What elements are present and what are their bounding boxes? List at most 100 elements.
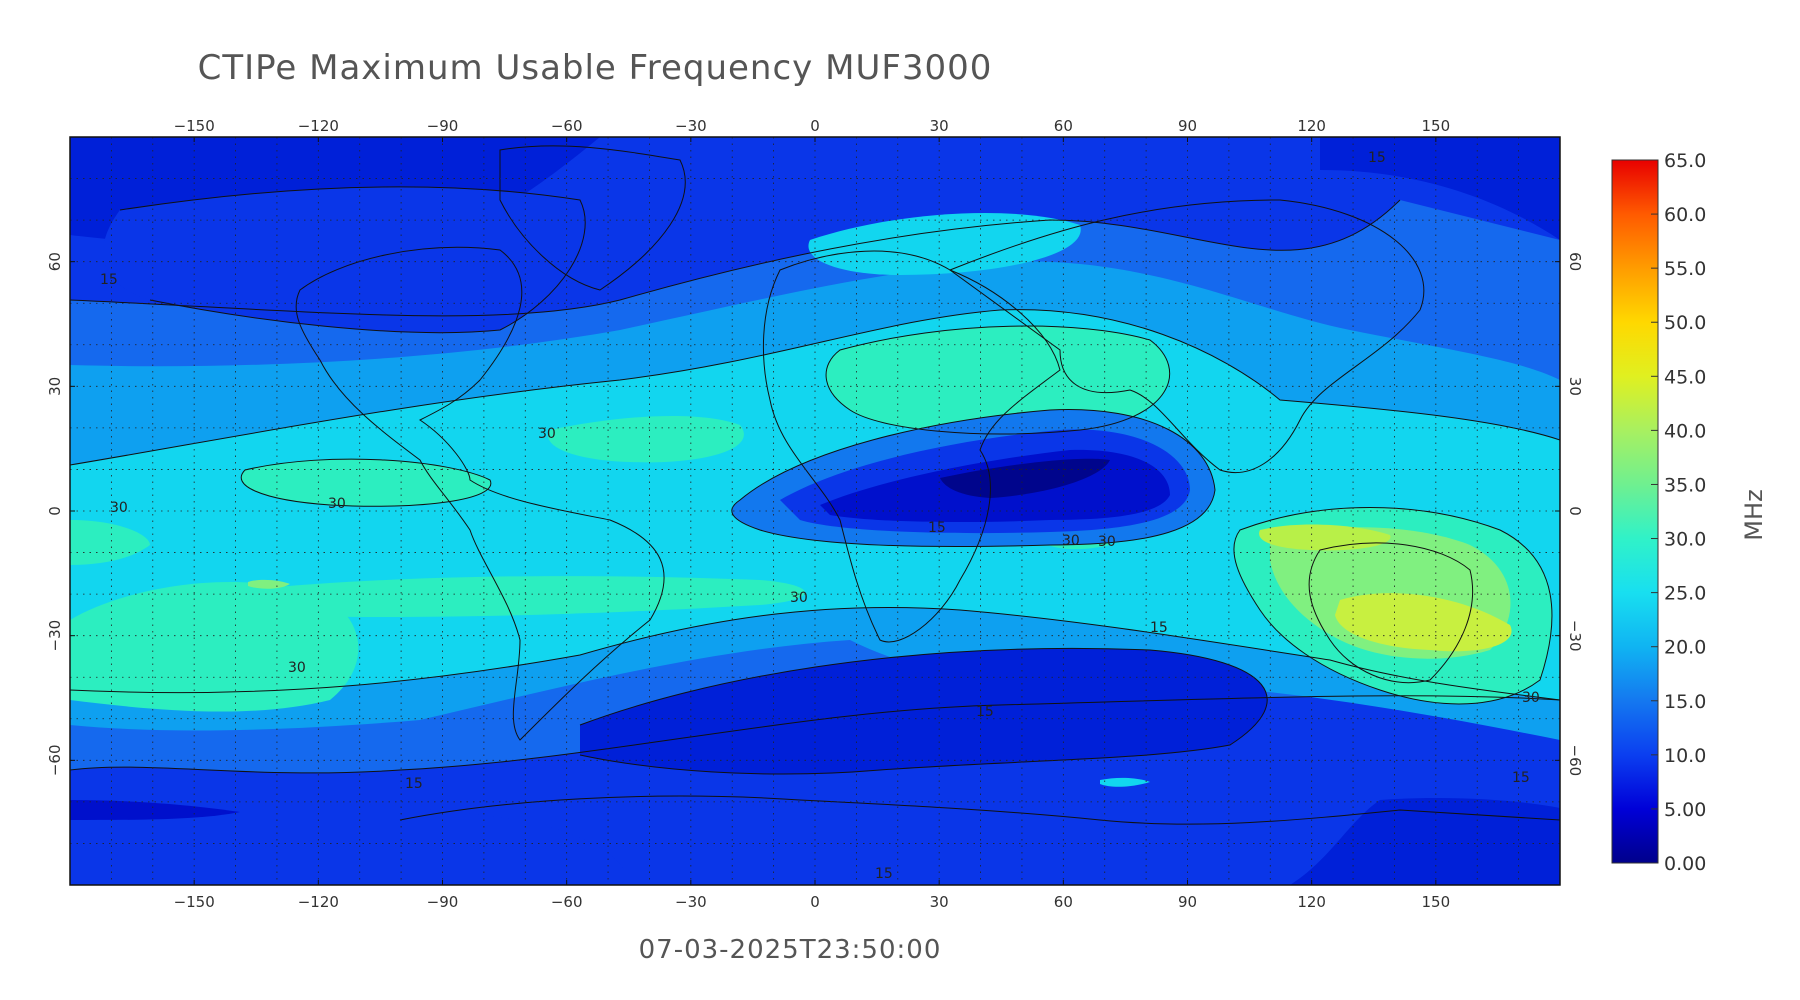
- lat-tick-label-left: 30: [46, 377, 64, 396]
- greenland-coast: [499, 145, 686, 291]
- band-40-45-aus-s: [1335, 593, 1512, 652]
- colorbar-tick-label: 35.0: [1664, 474, 1706, 496]
- contour-label: 30: [1098, 534, 1116, 550]
- contour-label: 30: [1522, 690, 1540, 706]
- colorbar-tick-label: 20.0: [1664, 637, 1706, 659]
- lon-tick-label-top: 60: [1054, 117, 1073, 135]
- colorbar-tick-label: 65.0: [1664, 150, 1706, 172]
- colorbar-tick-label: 50.0: [1664, 312, 1706, 334]
- contour-label: 15: [928, 520, 946, 536]
- contour-label: 30: [328, 496, 346, 512]
- colorbar-tick-label: 30.0: [1664, 529, 1706, 551]
- lat-tick-label-right: −60: [1566, 745, 1584, 777]
- coastline-layer: [295, 145, 1560, 825]
- lon-tick-label-top: −90: [427, 117, 459, 135]
- contour-line-layer: [70, 186, 1560, 775]
- contour-line-25s: [70, 606, 1560, 701]
- lon-tick-label-bottom: 0: [810, 893, 820, 911]
- contour-label: 15: [1150, 620, 1168, 636]
- contour-label: 30: [110, 500, 128, 516]
- colorbar-tick-label: 55.0: [1664, 258, 1706, 280]
- lon-tick-label-top: −150: [174, 117, 215, 135]
- lon-tick-label-top: −120: [298, 117, 339, 135]
- colorbar-unit-label: MHz: [1740, 489, 1768, 540]
- band-s-5-10-west: [70, 800, 240, 820]
- colorbar-tick-label: 5.00: [1664, 799, 1706, 821]
- colorbar-gradient: [1611, 159, 1659, 864]
- contour-line-ep: [240, 458, 492, 507]
- lat-tick-label-right: −30: [1566, 620, 1584, 652]
- lon-tick-label-top: 30: [930, 117, 949, 135]
- americas-coast: [295, 246, 665, 741]
- contour-label: 15: [405, 776, 423, 792]
- band-n-10-15: [103, 186, 586, 333]
- contour-line-s-low: [579, 647, 1268, 775]
- asia-coast: [948, 199, 1425, 474]
- tick-layer: −150 −150 −120 −120 −90 −90 −60 −60 −30 −30 0 0 30 30…: [46, 117, 1584, 911]
- band-s-patch: [1100, 777, 1150, 787]
- antarctica-coast: [399, 795, 1560, 825]
- lon-tick-label-bottom: −120: [298, 893, 339, 911]
- lon-tick-label-top: 90: [1178, 117, 1197, 135]
- lon-tick-label-bottom: 150: [1422, 893, 1451, 911]
- grid-layer: [70, 137, 1560, 885]
- colorbar-tick-label: 45.0: [1664, 366, 1706, 388]
- colorbar: 65.0 60.0 55.0 50.0 45.0 40.0 35.0 30.0 25.0 20.0…: [1611, 150, 1706, 875]
- contour-line-25n: [70, 309, 1560, 466]
- timestamp: 07-03-2025T23:50:00: [638, 935, 942, 965]
- contour-line-mideast: [825, 325, 1170, 435]
- lat-tick-label-left: 60: [46, 252, 64, 271]
- band-30-35-ep: [241, 459, 491, 507]
- colorbar-tick-label: 60.0: [1664, 204, 1706, 226]
- band-35-40-pac: [248, 579, 290, 589]
- contour-label: 15: [875, 866, 893, 882]
- lon-tick-label-top: −60: [551, 117, 583, 135]
- contour-line-15s: [70, 695, 1560, 774]
- band-s-5-10: [580, 648, 1268, 775]
- band-30-35-mideast: [826, 326, 1170, 434]
- lon-tick-label-bottom: −30: [675, 893, 707, 911]
- australia-coast: [1308, 542, 1474, 684]
- contour-line-aus: [1233, 507, 1553, 705]
- lat-tick-label-right: 30: [1566, 377, 1584, 396]
- band-n-europe: [808, 213, 1081, 275]
- contour-label-layer: 15 15 30 30 30 30 30 15 30 30 15 15 15 1…: [100, 150, 1540, 882]
- contour-label: 15: [976, 704, 994, 720]
- lon-tick-label-top: −30: [675, 117, 707, 135]
- contour-label: 15: [100, 272, 118, 288]
- lon-tick-label-bottom: 90: [1178, 893, 1197, 911]
- map-title: CTIPe Maximum Usable Frequency MUF3000: [197, 48, 993, 88]
- contour-label: 15: [1512, 770, 1530, 786]
- contour-label: 30: [790, 590, 808, 606]
- lat-tick-label-left: −60: [46, 745, 64, 777]
- lon-tick-label-bottom: −90: [427, 893, 459, 911]
- colorbar-tick-label: 0.00: [1664, 853, 1706, 875]
- contour-line-io: [731, 409, 1216, 547]
- lon-tick-label-bottom: 30: [930, 893, 949, 911]
- lat-tick-label-right: 60: [1566, 252, 1584, 271]
- contour-label: 30: [538, 426, 556, 442]
- lon-tick-label-top: 120: [1297, 117, 1326, 135]
- lat-tick-label-left: 0: [46, 506, 64, 516]
- contour-label: 30: [288, 660, 306, 676]
- band-30-35-pac-w: [70, 520, 150, 565]
- lon-tick-label-top: 150: [1422, 117, 1451, 135]
- lon-tick-label-bottom: −150: [174, 893, 215, 911]
- africa-europe-coast: [762, 250, 1061, 643]
- band-n-5-10-east: [1320, 137, 1560, 240]
- contour-line-15n: [70, 199, 1401, 317]
- band-s-5-10-east: [1290, 797, 1560, 885]
- lat-tick-label-right: 0: [1566, 506, 1584, 516]
- colorbar-tick-label: 15.0: [1664, 691, 1706, 713]
- colorbar-tick-label: 25.0: [1664, 583, 1706, 605]
- colorbar-tick-label: 10.0: [1664, 745, 1706, 767]
- lon-tick-label-bottom: 120: [1297, 893, 1326, 911]
- colorbar-tick-label: 40.0: [1664, 420, 1706, 442]
- band-io-0-5: [940, 458, 1110, 498]
- lat-tick-label-left: −30: [46, 620, 64, 652]
- lon-tick-label-bottom: 60: [1054, 893, 1073, 911]
- contour-label: 30: [1062, 533, 1080, 549]
- lon-tick-label-bottom: −60: [551, 893, 583, 911]
- band-30-35-sp: [160, 576, 805, 617]
